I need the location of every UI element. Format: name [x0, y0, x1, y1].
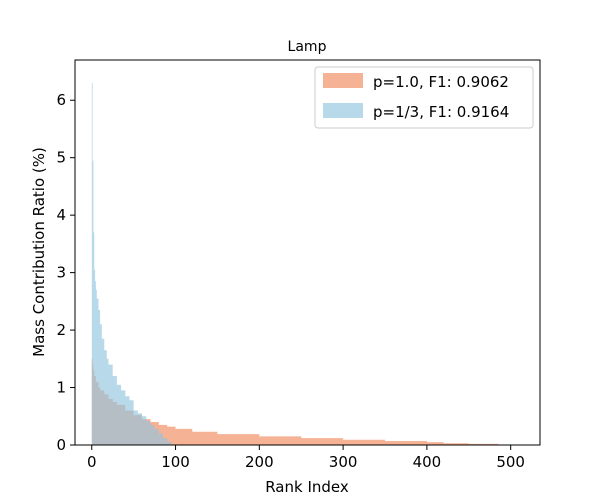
series-p13-area — [91, 83, 173, 445]
plot-frame — [74, 59, 541, 446]
legend-swatch-p13 — [323, 103, 363, 118]
y-tick-label: 0 — [56, 436, 66, 454]
y-tick-label: 5 — [56, 149, 66, 167]
y-tick-label: 3 — [56, 264, 66, 282]
y-axis: 0 1 2 3 4 5 6 — [56, 91, 75, 454]
y-tick-label: 1 — [56, 379, 66, 397]
x-tick-label: 200 — [245, 453, 274, 471]
legend-label-p1: p=1.0, F1: 0.9062 — [373, 73, 509, 91]
x-tick-label: 300 — [329, 453, 358, 471]
x-tick-label: 500 — [496, 453, 525, 471]
y-tick-label: 4 — [56, 206, 66, 224]
y-axis-label: Mass Contribution Ratio (%) — [30, 147, 48, 357]
legend-label-p13: p=1/3, F1: 0.9164 — [373, 103, 509, 121]
x-tick-label: 400 — [413, 453, 442, 471]
chart-title: Lamp — [288, 39, 327, 55]
legend-swatch-p1 — [323, 73, 363, 88]
legend: p=1.0, F1: 0.9062 p=1/3, F1: 0.9164 — [314, 66, 534, 129]
legend-box — [314, 66, 534, 129]
x-tick-label: 0 — [87, 453, 97, 471]
plot-area — [91, 83, 499, 445]
y-tick-label: 2 — [56, 321, 66, 339]
x-tick-label: 100 — [161, 453, 190, 471]
x-axis-label: Rank Index — [265, 478, 349, 496]
x-axis: 0 100 200 300 400 500 — [87, 445, 525, 471]
y-tick-label: 6 — [56, 91, 66, 109]
